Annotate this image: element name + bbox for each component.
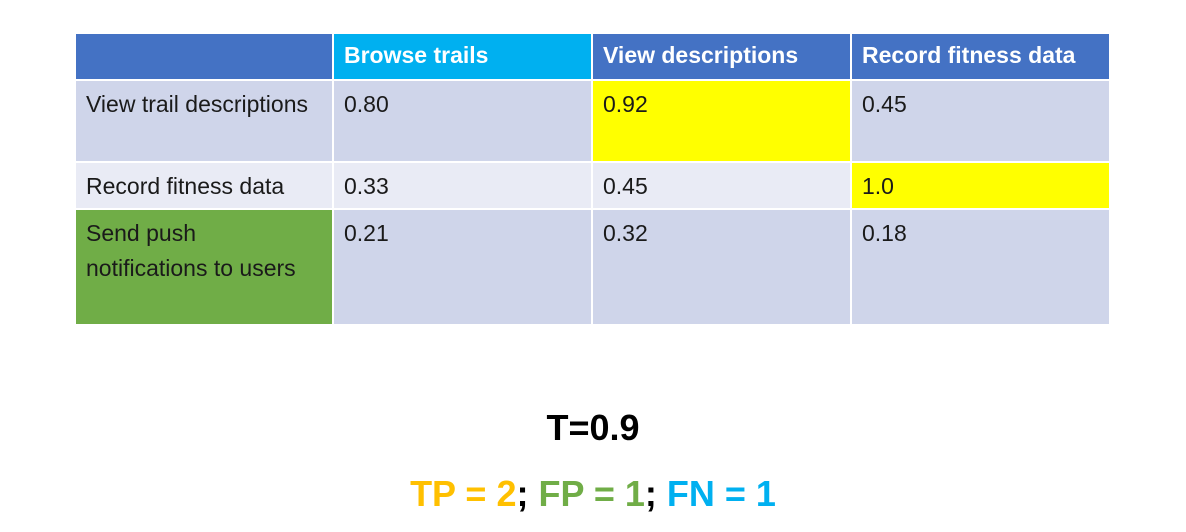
threshold-label: T=0.9 <box>546 407 640 448</box>
table-cell: 0.45 <box>850 79 1111 163</box>
header-view-descriptions: View descriptions <box>591 32 852 81</box>
trace-matrix-table: Browse trails View descriptions Record f… <box>74 32 1111 326</box>
table-header-row: Browse trails View descriptions Record f… <box>74 32 1111 81</box>
header-record-fitness-data: Record fitness data <box>850 32 1111 81</box>
table-cell: 0.80 <box>332 79 593 163</box>
table-cell: 0.21 <box>332 208 593 326</box>
table-cell-highlighted: 0.92 <box>591 79 852 163</box>
row-label-view-trail-descriptions: View trail descriptions <box>74 79 334 163</box>
table-cell: 0.33 <box>332 161 593 210</box>
row-label-send-push-notifications: Send push notifications to users <box>74 208 334 326</box>
table-cell: 0.32 <box>591 208 852 326</box>
false-positive-count: FP = 1 <box>538 473 645 514</box>
table-cell: 0.18 <box>850 208 1111 326</box>
table-row: Record fitness data 0.33 0.45 1.0 <box>74 161 1111 210</box>
header-corner-cell <box>74 32 334 81</box>
row-label-record-fitness-data: Record fitness data <box>74 161 334 210</box>
table-cell: 0.45 <box>591 161 852 210</box>
metrics-separator: ; <box>644 473 667 514</box>
true-positive-count: TP = 2 <box>410 473 517 514</box>
table-cell-highlighted: 1.0 <box>850 161 1111 210</box>
metrics-line: TP = 2; FP = 1; FN = 1 <box>0 470 1186 518</box>
header-browse-trails: Browse trails <box>332 32 593 81</box>
table-row: Send push notifications to users 0.21 0.… <box>74 208 1111 326</box>
false-negative-count: FN = 1 <box>666 473 776 514</box>
metrics-separator: ; <box>516 473 539 514</box>
table-row: View trail descriptions 0.80 0.92 0.45 <box>74 79 1111 163</box>
